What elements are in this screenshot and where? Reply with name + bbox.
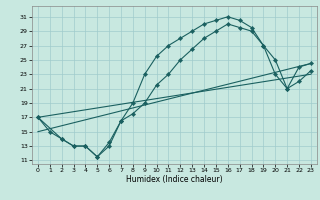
- X-axis label: Humidex (Indice chaleur): Humidex (Indice chaleur): [126, 175, 223, 184]
